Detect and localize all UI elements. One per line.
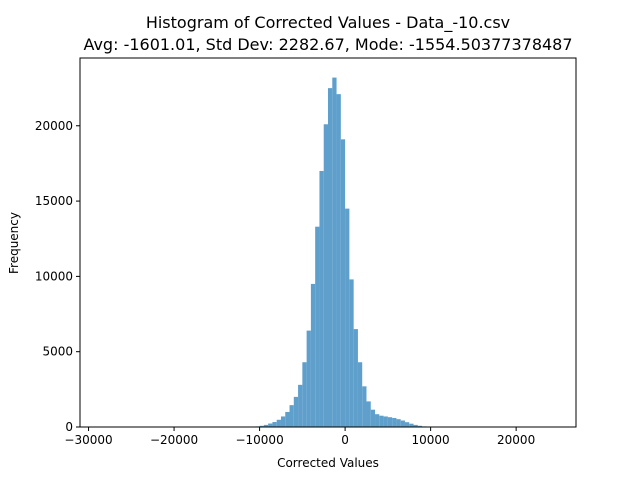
histogram-bar xyxy=(366,401,371,427)
x-tick-label: 20000 xyxy=(497,433,535,447)
histogram-bar xyxy=(370,409,376,427)
histogram-bar xyxy=(310,283,316,427)
histogram-bar xyxy=(268,423,273,427)
histogram-bar xyxy=(353,329,358,427)
histogram-bar xyxy=(404,422,410,427)
histogram-bar xyxy=(345,208,350,427)
histogram-bar xyxy=(280,416,286,427)
y-axis-ticks: 0 5000 10000 15000 20000 xyxy=(35,119,80,434)
x-tick-label: 10000 xyxy=(412,433,450,447)
y-axis-label: Frequency xyxy=(7,212,21,274)
histogram-bar xyxy=(319,170,324,428)
chart-title: Histogram of Corrected Values - Data_-10… xyxy=(146,13,510,33)
histogram-bar xyxy=(357,362,363,427)
histogram-bar xyxy=(293,396,299,427)
x-tick-label: 0 xyxy=(341,433,349,447)
plot-frame xyxy=(79,57,577,428)
histogram-bar xyxy=(263,424,269,427)
y-tick-label: 5000 xyxy=(42,345,73,359)
histogram-bar xyxy=(383,416,388,427)
histogram-bar xyxy=(375,414,380,427)
y-tick-label: 15000 xyxy=(35,194,73,208)
histogram-bar xyxy=(276,419,281,427)
histogram-bar xyxy=(306,330,311,427)
histogram-bar xyxy=(336,94,341,427)
histogram-bar xyxy=(379,415,384,427)
histogram-bar xyxy=(259,425,264,427)
histogram-bar xyxy=(417,425,423,427)
y-tick-label: 20000 xyxy=(35,119,73,133)
x-axis-label: Corrected Values xyxy=(277,456,379,470)
histogram-bar xyxy=(387,417,393,427)
histogram-bar xyxy=(315,226,320,427)
histogram-bar xyxy=(392,417,397,427)
histogram-bar xyxy=(362,386,367,427)
histogram-bar xyxy=(323,124,328,428)
histogram-bars xyxy=(251,77,431,428)
y-tick-label: 10000 xyxy=(35,269,73,283)
histogram-bar xyxy=(289,405,294,427)
histogram-bar xyxy=(349,279,354,427)
x-tick-label: −10000 xyxy=(235,433,283,447)
y-tick-label: 0 xyxy=(65,420,73,434)
histogram-bar xyxy=(409,423,414,427)
chart-subtitle: Avg: -1601.01, Std Dev: 2282.67, Mode: -… xyxy=(83,35,572,54)
histogram-bar xyxy=(340,139,346,427)
histogram-bar xyxy=(298,384,303,427)
x-axis-ticks: −30000 −20000 −10000 0 10000 20000 xyxy=(64,427,535,447)
histogram-bar xyxy=(400,420,405,427)
histogram-bar xyxy=(285,411,290,427)
histogram-bar xyxy=(328,88,333,428)
x-tick-label: −20000 xyxy=(150,433,198,447)
histogram-bar xyxy=(302,362,307,427)
histogram-bar xyxy=(332,77,337,427)
x-tick-label: −30000 xyxy=(64,433,112,447)
histogram-bar xyxy=(396,419,401,427)
histogram-bar xyxy=(413,424,418,427)
histogram-bar xyxy=(272,422,277,427)
